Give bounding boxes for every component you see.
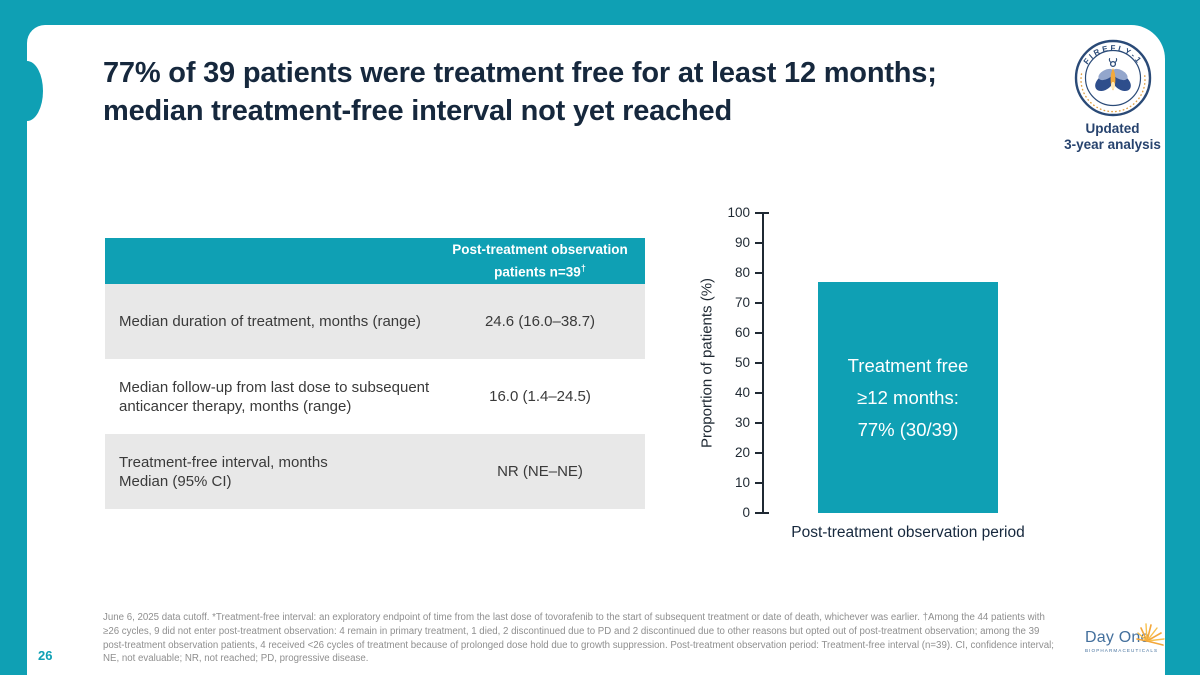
dayone-logo: Day One BIOPHARMACEUTICALS bbox=[1085, 623, 1175, 653]
badge-caption: Updated 3-year analysis bbox=[1040, 121, 1185, 153]
dayone-logo-name: Day One bbox=[1085, 629, 1150, 646]
y-tick-label: 10 bbox=[734, 475, 750, 490]
dayone-logo-subtitle: BIOPHARMACEUTICALS bbox=[1085, 648, 1159, 653]
y-tick-mark bbox=[755, 272, 762, 274]
firefly-badge: FIREFLY-1 Updated 3-year analysis bbox=[1040, 38, 1185, 153]
page-title: 77% of 39 patients were treatment free f… bbox=[103, 54, 1023, 130]
row-label: Treatment-free interval, months Median (… bbox=[119, 453, 328, 490]
table-header-line-1: Post-treatment observation bbox=[452, 242, 628, 258]
y-tick-label: 100 bbox=[727, 205, 750, 220]
badge-caption-line-2: 3-year analysis bbox=[1064, 137, 1161, 152]
y-tick-label: 30 bbox=[734, 415, 750, 430]
row-label: Median duration of treatment, months (ra… bbox=[119, 313, 421, 330]
row-value: 24.6 (16.0–38.7) bbox=[484, 313, 596, 330]
y-tick-label: 50 bbox=[734, 355, 750, 370]
y-tick-mark bbox=[755, 362, 762, 364]
footnote: June 6, 2025 data cutoff. *Treatment-fre… bbox=[103, 612, 1054, 665]
y-tick-mark bbox=[755, 452, 762, 454]
bar-label-line: Treatment free bbox=[847, 354, 969, 376]
table-row: Median follow-up from last dose to subse… bbox=[105, 359, 645, 434]
badge-caption-line-1: Updated bbox=[1085, 121, 1140, 136]
y-tick-mark bbox=[755, 392, 762, 394]
y-tick-label: 40 bbox=[734, 385, 750, 400]
page-number: 26 bbox=[38, 648, 53, 663]
title-line-2: median treatment-free interval not yet r… bbox=[103, 95, 732, 127]
row-label: Median follow-up from last dose to subse… bbox=[119, 378, 430, 415]
dagger-symbol: † bbox=[580, 263, 586, 274]
y-tick-mark bbox=[755, 422, 762, 424]
y-tick-label: 90 bbox=[734, 235, 750, 250]
y-tick-label: 80 bbox=[734, 265, 750, 280]
y-tick-mark bbox=[755, 482, 762, 484]
y-tick-label: 20 bbox=[734, 445, 750, 460]
y-tick-mark bbox=[755, 332, 762, 334]
bar-label-line: 77% (30/39) bbox=[857, 418, 959, 440]
y-tick-label: 70 bbox=[734, 295, 750, 310]
y-tick-mark bbox=[755, 242, 762, 244]
left-edge-notch bbox=[27, 61, 43, 121]
table-header-line-2: patients n=39† bbox=[494, 263, 586, 280]
table-header-row: Post-treatment observation patients n=39… bbox=[105, 238, 645, 284]
table-row: Median duration of treatment, months (ra… bbox=[105, 284, 645, 359]
row-value: NR (NE–NE) bbox=[497, 463, 583, 480]
bar: Treatment free ≥12 months: 77% (30/39) bbox=[818, 282, 998, 513]
firefly-glyph bbox=[1094, 58, 1131, 91]
x-axis-title: Post-treatment observation period bbox=[791, 524, 1025, 541]
row-value: 16.0 (1.4–24.5) bbox=[489, 388, 591, 405]
firefly-icon: FIREFLY-1 bbox=[1074, 39, 1151, 117]
y-tick-label: 60 bbox=[734, 325, 750, 340]
title-line-1: 77% of 39 patients were treatment free f… bbox=[103, 57, 937, 89]
y-tick-label: 0 bbox=[742, 505, 750, 520]
sunburst-icon bbox=[1136, 623, 1165, 646]
results-table: Post-treatment observation patients n=39… bbox=[105, 238, 645, 509]
table-header-cell: Post-treatment observation patients n=39… bbox=[435, 238, 645, 284]
y-axis-line bbox=[762, 212, 764, 514]
bar-label-line: ≥12 months: bbox=[857, 386, 959, 408]
table-header-empty-cell bbox=[105, 238, 435, 284]
table-row: Treatment-free interval, months Median (… bbox=[105, 434, 645, 509]
y-tick-mark bbox=[755, 302, 762, 304]
